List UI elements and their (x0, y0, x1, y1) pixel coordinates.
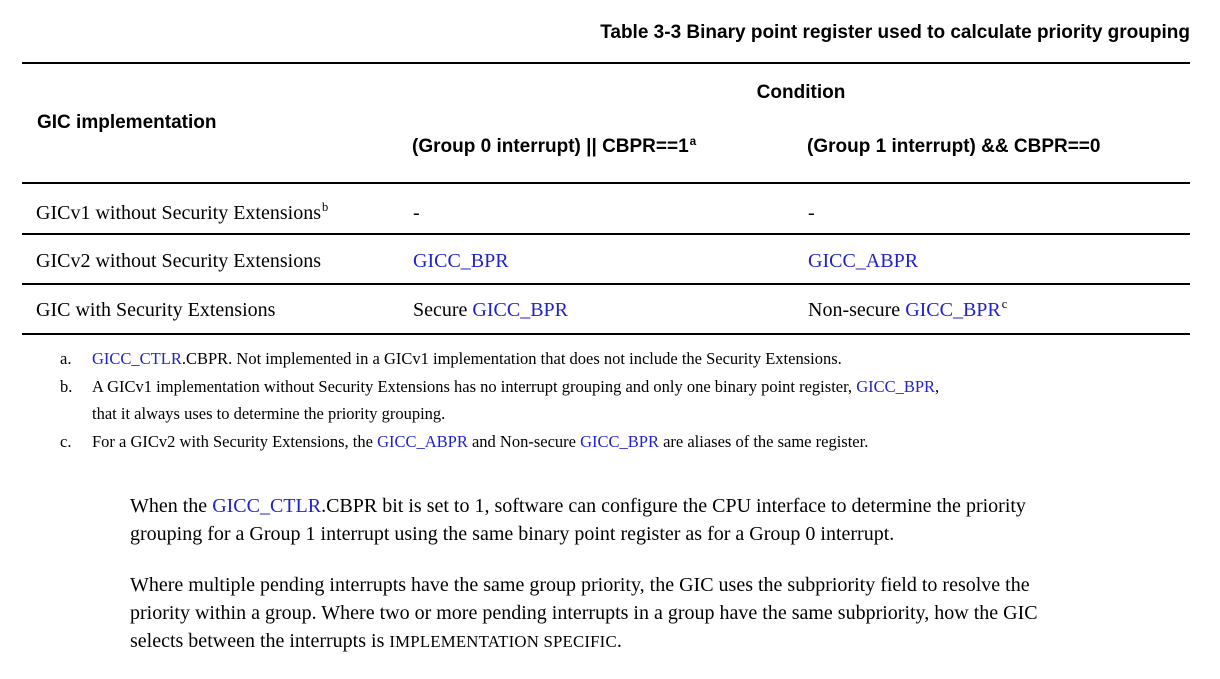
footnote-text: GICC_CTLR.CBPR. Not implemented in a GIC… (92, 345, 1190, 372)
register-link-gicc_bpr[interactable]: GICC_BPR (856, 377, 936, 396)
gic-implementation-header: GIC implementation (37, 112, 217, 133)
cell-condition-group0: - (413, 202, 420, 225)
cell-gic-implementation: GICv1 without Security Extensionsb (36, 200, 329, 225)
cell-condition-group1: Non-secure GICC_BPRc (808, 297, 1008, 322)
text-segment: - (413, 202, 420, 224)
text-segment: GIC with Security Extensions (36, 299, 276, 321)
text-segment: A GICv1 implementation without Security … (92, 377, 857, 396)
footnote-text: A GICv1 implementation without Security … (92, 373, 1190, 427)
text-segment: When the (130, 495, 213, 517)
register-link-gicc_bpr[interactable]: GICC_BPR (413, 250, 509, 272)
text-segment: GICv1 without Security Extensions (36, 202, 321, 224)
table-footnotes: a. GICC_CTLR.CBPR. Not implemented in a … (60, 345, 1190, 456)
condition-group0-column-header: (Group 0 interrupt) || CBPR==1a (412, 134, 697, 158)
text-segment: , (935, 377, 940, 396)
footnote-marker: a. (60, 349, 72, 368)
cell-condition-group0: Secure GICC_BPR (413, 299, 568, 322)
text-segment: selects between the interrupts is (130, 630, 390, 652)
cell-condition-group0: GICC_BPR (413, 250, 509, 273)
table-row: GICv2 without Security Extensions GICC_B… (0, 250, 1220, 280)
text-segment: priority within a group. Where two or mo… (130, 602, 1038, 624)
footnote-ref-c: c (1001, 297, 1008, 312)
text-segment: . (616, 630, 622, 652)
text-segment: that it always uses to determine the pri… (92, 404, 446, 423)
text-segment: For a GICv2 with Security Extensions, th… (92, 432, 378, 451)
cell-gic-implementation: GICv2 without Security Extensions (36, 250, 321, 273)
table-top-rule (22, 62, 1190, 64)
footnote-ref-a: a (689, 134, 697, 148)
text-segment: Where multiple pending interrupts have t… (130, 574, 1030, 596)
text-segment: IMPLEMENTATION SPECIFIC (389, 632, 617, 651)
text-segment: Secure (413, 299, 473, 321)
register-link-gicc_abpr[interactable]: GICC_ABPR (808, 250, 919, 272)
footnote-b: b. A GICv1 implementation without Securi… (60, 373, 1190, 427)
text-segment: GICv2 without Security Extensions (36, 250, 321, 272)
table-row: GIC with Security Extensions Secure GICC… (0, 297, 1220, 329)
table-row: GICv1 without Security Extensionsb - - (0, 200, 1220, 232)
cell-condition-group1: GICC_ABPR (808, 250, 918, 273)
table-row-rule (22, 283, 1190, 285)
text-segment: are aliases of the same register. (658, 432, 869, 451)
register-link-gicc_bpr[interactable]: GICC_BPR (580, 432, 659, 451)
cell-condition-group1: - (808, 202, 815, 225)
table-header-rule (22, 182, 1190, 184)
footnote-ref-b: b (321, 200, 329, 215)
text-segment: .CBPR. Not implemented in a GICv1 implem… (181, 349, 842, 368)
table-bottom-rule (22, 333, 1190, 335)
cell-gic-implementation: GIC with Security Extensions (36, 299, 275, 322)
footnote-marker: b. (60, 377, 73, 396)
footnote-c: c. For a GICv2 with Security Extensions,… (60, 428, 1190, 455)
text-segment: (Group 1 interrupt) && CBPR==0 (807, 136, 1101, 157)
register-link-gicc_abpr[interactable]: GICC_ABPR (377, 432, 468, 451)
body-paragraphs: When the GICC_CTLR.CBPR bit is set to 1,… (130, 492, 1202, 679)
text-segment: grouping for a Group 1 interrupt using t… (130, 523, 895, 545)
register-link-gicc_bpr[interactable]: GICC_BPR (905, 299, 1001, 321)
register-link-gicc_bpr[interactable]: GICC_BPR (472, 299, 569, 321)
text-segment: Non-secure (808, 299, 906, 321)
text-segment: .CBPR bit is set to 1, software can conf… (321, 495, 1026, 517)
footnote-a: a. GICC_CTLR.CBPR. Not implemented in a … (60, 345, 1190, 372)
text-segment: and Non-secure (467, 432, 581, 451)
condition-group1-column-header: (Group 1 interrupt) && CBPR==0 (807, 136, 1100, 158)
paragraph-cbpr: When the GICC_CTLR.CBPR bit is set to 1,… (130, 492, 1202, 548)
text-segment: - (808, 202, 815, 224)
condition-header: Condition (756, 82, 846, 103)
table-row-rule (22, 233, 1190, 235)
register-link-gicc_ctlr[interactable]: GICC_CTLR (92, 349, 182, 368)
table-title: Table 3-3 Binary point register used to … (600, 22, 1190, 43)
paragraph-subpriority: Where multiple pending interrupts have t… (130, 571, 1202, 656)
footnote-text: For a GICv2 with Security Extensions, th… (92, 428, 1190, 455)
register-link-gicc_ctlr[interactable]: GICC_CTLR (212, 495, 322, 517)
footnote-marker: c. (60, 432, 72, 451)
text-segment: (Group 0 interrupt) || CBPR==1 (412, 136, 689, 157)
